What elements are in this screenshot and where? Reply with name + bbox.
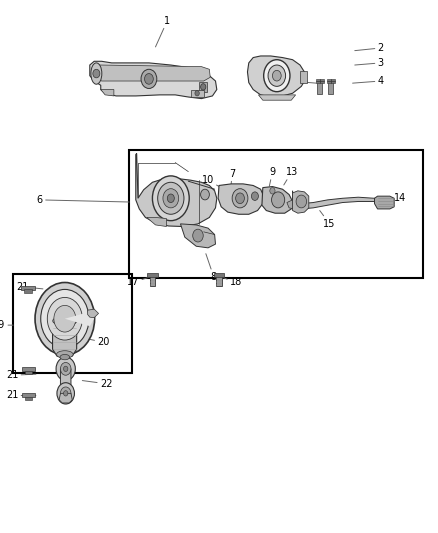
- Bar: [300, 71, 307, 83]
- Polygon shape: [60, 369, 71, 392]
- Circle shape: [158, 182, 184, 214]
- Bar: [25, 371, 32, 374]
- Text: 14: 14: [378, 193, 406, 203]
- Circle shape: [54, 305, 76, 332]
- Bar: [22, 393, 35, 397]
- Text: 7: 7: [229, 168, 235, 188]
- Polygon shape: [258, 95, 296, 100]
- Bar: [25, 397, 32, 400]
- Circle shape: [60, 362, 71, 375]
- Circle shape: [272, 192, 285, 208]
- Polygon shape: [293, 191, 309, 213]
- Circle shape: [64, 391, 68, 396]
- Text: 9: 9: [269, 167, 276, 186]
- Text: 19: 19: [0, 320, 13, 330]
- Circle shape: [64, 366, 68, 372]
- Bar: [328, 82, 333, 94]
- Circle shape: [272, 70, 281, 81]
- Circle shape: [296, 195, 307, 208]
- Circle shape: [145, 74, 153, 84]
- Circle shape: [201, 84, 206, 90]
- Circle shape: [236, 193, 244, 204]
- Circle shape: [167, 194, 174, 203]
- Ellipse shape: [60, 354, 70, 360]
- Polygon shape: [218, 184, 264, 214]
- Polygon shape: [287, 200, 296, 209]
- Bar: [191, 90, 204, 97]
- Bar: [317, 82, 322, 94]
- Bar: [327, 79, 335, 83]
- Polygon shape: [65, 312, 94, 326]
- Polygon shape: [262, 187, 293, 213]
- Bar: [24, 289, 32, 293]
- Circle shape: [195, 91, 199, 96]
- Circle shape: [93, 69, 100, 78]
- Bar: [13, 274, 132, 373]
- Ellipse shape: [53, 316, 77, 326]
- Text: 10: 10: [201, 175, 221, 188]
- Polygon shape: [90, 61, 217, 99]
- Circle shape: [60, 387, 71, 400]
- Ellipse shape: [57, 351, 73, 358]
- Text: 22: 22: [82, 379, 113, 389]
- Circle shape: [35, 282, 95, 355]
- Text: 2: 2: [355, 43, 384, 53]
- Circle shape: [270, 188, 275, 194]
- Bar: [216, 276, 222, 286]
- Text: 21: 21: [16, 282, 43, 292]
- Text: 15: 15: [320, 211, 336, 229]
- Polygon shape: [88, 309, 99, 318]
- Circle shape: [251, 192, 258, 200]
- Ellipse shape: [91, 63, 102, 84]
- Text: 17: 17: [127, 276, 152, 287]
- Bar: [316, 79, 324, 83]
- Circle shape: [56, 357, 75, 381]
- Text: 3: 3: [355, 58, 384, 68]
- Text: 8: 8: [206, 254, 217, 282]
- Circle shape: [232, 189, 248, 208]
- Polygon shape: [59, 393, 72, 403]
- Polygon shape: [96, 65, 210, 81]
- Circle shape: [41, 289, 89, 348]
- Circle shape: [47, 297, 82, 340]
- Polygon shape: [136, 154, 217, 227]
- Text: 21: 21: [6, 370, 36, 380]
- Text: 18: 18: [219, 276, 242, 287]
- Polygon shape: [101, 90, 114, 96]
- Text: 21: 21: [6, 391, 36, 400]
- Circle shape: [201, 189, 209, 200]
- Circle shape: [152, 176, 189, 221]
- Bar: [147, 273, 158, 277]
- Bar: [22, 367, 35, 371]
- Circle shape: [264, 60, 290, 92]
- Text: 20: 20: [85, 337, 110, 347]
- Circle shape: [163, 189, 179, 208]
- Text: 1: 1: [155, 15, 170, 47]
- Bar: [214, 273, 224, 277]
- Bar: [129, 150, 423, 278]
- Text: 4: 4: [353, 76, 384, 86]
- Polygon shape: [180, 224, 215, 248]
- Circle shape: [57, 383, 74, 404]
- Circle shape: [141, 69, 157, 88]
- Bar: [21, 286, 35, 290]
- Text: 6: 6: [37, 195, 129, 205]
- Circle shape: [193, 229, 203, 242]
- Polygon shape: [293, 191, 388, 209]
- Bar: [199, 82, 207, 92]
- Bar: [150, 276, 155, 286]
- Circle shape: [268, 65, 286, 86]
- Text: 13: 13: [284, 167, 298, 185]
- Text: 5: 5: [287, 76, 316, 86]
- Polygon shape: [147, 217, 166, 227]
- Polygon shape: [374, 196, 394, 209]
- Polygon shape: [247, 56, 306, 97]
- Polygon shape: [53, 321, 77, 358]
